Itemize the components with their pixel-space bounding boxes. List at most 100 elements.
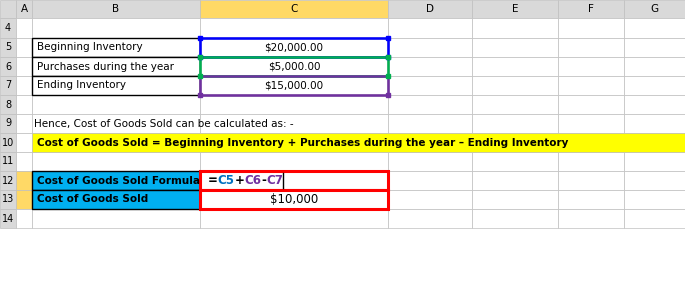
Bar	[0, 114, 16, 133]
Bar	[200, 190, 388, 209]
Bar	[558, 190, 624, 209]
Bar	[200, 38, 388, 57]
Bar	[624, 171, 685, 190]
Bar	[200, 76, 388, 95]
Bar	[0, 133, 16, 152]
Text: $20,000.00: $20,000.00	[264, 42, 323, 53]
Bar	[200, 38, 388, 57]
Bar	[32, 209, 200, 228]
Bar	[16, 18, 32, 38]
Bar	[200, 76, 388, 95]
Bar	[32, 190, 200, 209]
Bar	[32, 152, 200, 171]
Bar	[0, 190, 16, 209]
Text: Cost of Goods Sold Formula: Cost of Goods Sold Formula	[37, 176, 200, 185]
Bar	[0, 209, 16, 228]
Bar	[16, 171, 32, 190]
Bar	[32, 95, 200, 114]
Text: C5: C5	[218, 174, 235, 187]
Text: 8: 8	[5, 99, 11, 110]
Bar	[16, 114, 32, 133]
Bar	[200, 171, 388, 190]
Text: Cost of Goods Sold = Beginning Inventory + Purchases during the year – Ending In: Cost of Goods Sold = Beginning Inventory…	[37, 137, 569, 148]
Bar	[200, 152, 388, 171]
Text: 10: 10	[2, 137, 14, 148]
Bar	[32, 57, 200, 76]
Bar	[472, 152, 558, 171]
Bar	[388, 209, 472, 228]
Bar	[558, 171, 624, 190]
Bar	[624, 133, 685, 152]
Bar	[472, 76, 558, 95]
Bar	[16, 190, 32, 209]
Bar	[32, 133, 685, 152]
Bar	[624, 209, 685, 228]
Text: $10,000: $10,000	[270, 193, 318, 206]
Bar	[200, 18, 388, 38]
Bar	[624, 190, 685, 209]
Text: =: =	[208, 174, 218, 187]
Bar	[558, 114, 624, 133]
Bar	[558, 209, 624, 228]
Bar	[388, 190, 472, 209]
Bar	[16, 152, 32, 171]
Bar	[0, 18, 16, 38]
Bar	[32, 171, 200, 190]
Bar	[624, 0, 685, 18]
Bar	[624, 76, 685, 95]
Bar	[0, 76, 16, 95]
Bar	[32, 57, 200, 76]
Bar	[200, 38, 388, 57]
Bar	[200, 57, 388, 76]
Bar	[558, 38, 624, 57]
Text: -: -	[262, 174, 266, 187]
Text: Ending Inventory: Ending Inventory	[37, 80, 126, 90]
Bar	[16, 133, 32, 152]
Bar	[16, 57, 32, 76]
Bar	[558, 18, 624, 38]
Bar	[32, 133, 200, 152]
Bar	[472, 95, 558, 114]
Bar	[472, 38, 558, 57]
Bar	[200, 209, 388, 228]
Bar	[558, 0, 624, 18]
Bar	[200, 0, 388, 18]
Bar	[558, 133, 624, 152]
Bar	[200, 133, 388, 152]
Bar	[624, 152, 685, 171]
Text: Beginning Inventory: Beginning Inventory	[37, 42, 142, 53]
Bar	[200, 190, 388, 209]
Bar	[200, 114, 388, 133]
Text: 6: 6	[5, 62, 11, 71]
Bar	[558, 152, 624, 171]
Text: $15,000.00: $15,000.00	[264, 80, 323, 90]
Text: C7: C7	[266, 174, 284, 187]
Bar	[472, 114, 558, 133]
Bar	[200, 95, 388, 114]
Text: 5: 5	[5, 42, 11, 53]
Bar	[388, 152, 472, 171]
Bar	[472, 18, 558, 38]
Bar	[388, 57, 472, 76]
Bar	[472, 209, 558, 228]
Bar	[32, 38, 200, 57]
Bar	[32, 76, 200, 95]
Bar	[472, 0, 558, 18]
Bar	[388, 133, 472, 152]
Bar	[200, 76, 388, 95]
Text: D: D	[426, 4, 434, 14]
Bar	[0, 95, 16, 114]
Bar	[200, 57, 388, 76]
Bar	[472, 190, 558, 209]
Text: Purchases during the year: Purchases during the year	[37, 62, 174, 71]
Bar	[16, 209, 32, 228]
Bar	[32, 18, 200, 38]
Text: C: C	[290, 4, 298, 14]
Bar	[624, 95, 685, 114]
Bar	[472, 171, 558, 190]
Bar	[0, 152, 16, 171]
Bar	[32, 38, 200, 57]
Bar	[558, 57, 624, 76]
Bar	[388, 171, 472, 190]
Bar	[0, 0, 16, 18]
